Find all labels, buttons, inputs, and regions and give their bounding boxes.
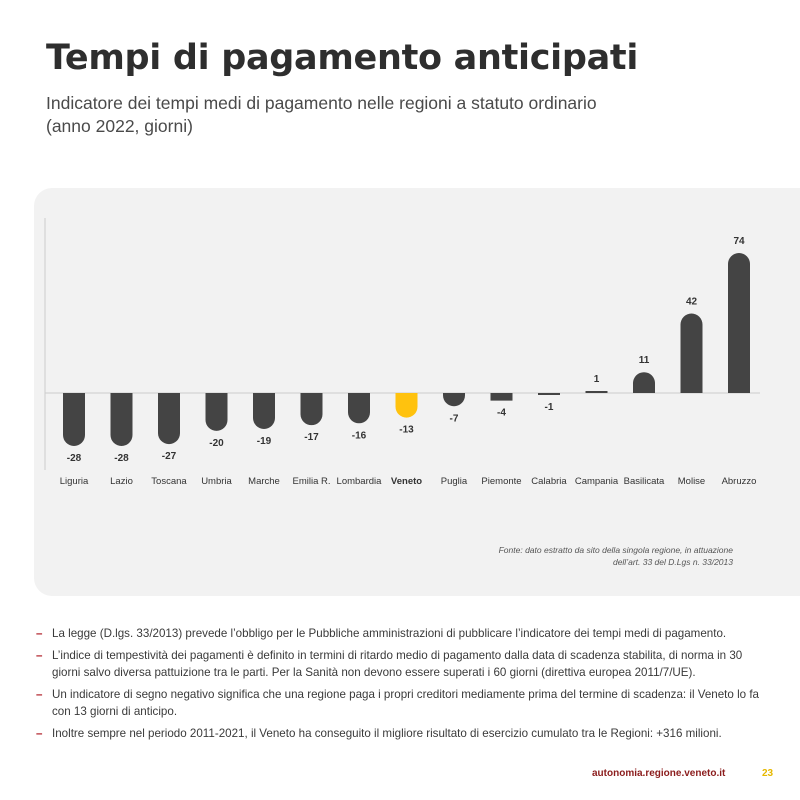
category-label: Lombardia xyxy=(337,476,383,487)
bar-calabria xyxy=(538,393,560,395)
bullet-list: – La legge (D.lgs. 33/2013) prevede l’obb… xyxy=(36,625,768,746)
bar-value-label: -16 xyxy=(352,430,367,441)
page-subtitle: Indicatore dei tempi medi di pagamento n… xyxy=(46,92,686,138)
bullet-item: – L’indice di tempestività dei pagamenti … xyxy=(36,648,743,680)
category-label: Liguria xyxy=(60,476,89,487)
bar-value-label: -28 xyxy=(67,453,82,464)
footer-website[interactable]: autonomia.regione.veneto.it xyxy=(592,768,726,779)
bar-value-label: -4 xyxy=(497,408,506,419)
chart-panel xyxy=(34,188,800,596)
bar-value-label: -13 xyxy=(399,425,414,436)
category-label: Calabria xyxy=(531,476,567,487)
page-number: 23 xyxy=(762,768,774,779)
bar-abruzzo xyxy=(728,253,750,393)
bar-value-label: 74 xyxy=(733,236,745,247)
bar-value-label: 11 xyxy=(639,355,650,366)
bar-emilia-r- xyxy=(300,393,323,426)
bar-value-label: -17 xyxy=(304,432,319,443)
category-label: Toscana xyxy=(151,476,187,487)
bar-piemonte xyxy=(490,393,513,401)
bar-value-label: -19 xyxy=(257,436,272,447)
page-title: Tempi di pagamento anticipati xyxy=(46,38,639,78)
bar-value-label: -1 xyxy=(545,402,554,413)
chart-source-note: Fonte: dato estratto da sito della singo… xyxy=(433,544,733,568)
bar-value-label: 1 xyxy=(594,374,600,385)
category-label: Puglia xyxy=(441,476,468,487)
category-label: Emilia R. xyxy=(292,476,330,487)
category-label: Molise xyxy=(678,476,705,487)
category-label: Marche xyxy=(248,476,280,487)
bar-umbria xyxy=(205,393,228,431)
bar-value-label: -7 xyxy=(450,413,459,424)
category-label: Basilicata xyxy=(624,476,665,487)
bullet-dash: – xyxy=(36,627,43,640)
bullet-dash: – xyxy=(36,648,43,662)
category-label: Abruzzo xyxy=(722,476,757,487)
bullet-item: – Inoltre sempre nel periodo 2011-2021, i… xyxy=(36,725,768,743)
bar-campania xyxy=(585,391,608,393)
bullet-dash: – xyxy=(36,726,43,740)
bar-value-label: 42 xyxy=(686,297,698,308)
category-label: Lazio xyxy=(110,476,133,487)
bullet-item: – La legge (D.lgs. 33/2013) prevede l’obb… xyxy=(36,625,768,643)
source-line-2: dell’art. 33 del D.Lgs n. 33/2013 xyxy=(612,557,733,567)
category-label: Piemonte xyxy=(481,476,521,487)
category-label: Umbria xyxy=(201,476,232,487)
bar-lazio xyxy=(110,393,133,446)
bar-molise xyxy=(680,313,703,393)
bar-veneto xyxy=(395,393,418,418)
category-label: Campania xyxy=(575,476,619,487)
source-line-1: Fonte: dato estratto da sito della singo… xyxy=(498,545,733,555)
bar-marche xyxy=(253,393,275,429)
category-label: Veneto xyxy=(391,476,422,487)
bullet-dash: – xyxy=(36,687,43,701)
bullet-item: – Un indicatore di segno negativo signifi… xyxy=(36,687,759,719)
subtitle-line-2: (anno 2022, giorni) xyxy=(46,116,193,136)
bar-value-label: -28 xyxy=(114,453,129,464)
bar-lombardia xyxy=(348,393,370,424)
bar-basilicata xyxy=(633,372,655,393)
subtitle-line-1: Indicatore dei tempi medi di pagamento n… xyxy=(46,93,597,113)
bar-liguria xyxy=(63,393,85,446)
bar-toscana xyxy=(158,393,180,445)
bar-value-label: -27 xyxy=(162,451,177,462)
bar-value-label: -20 xyxy=(209,438,224,449)
bar-puglia xyxy=(443,393,465,407)
